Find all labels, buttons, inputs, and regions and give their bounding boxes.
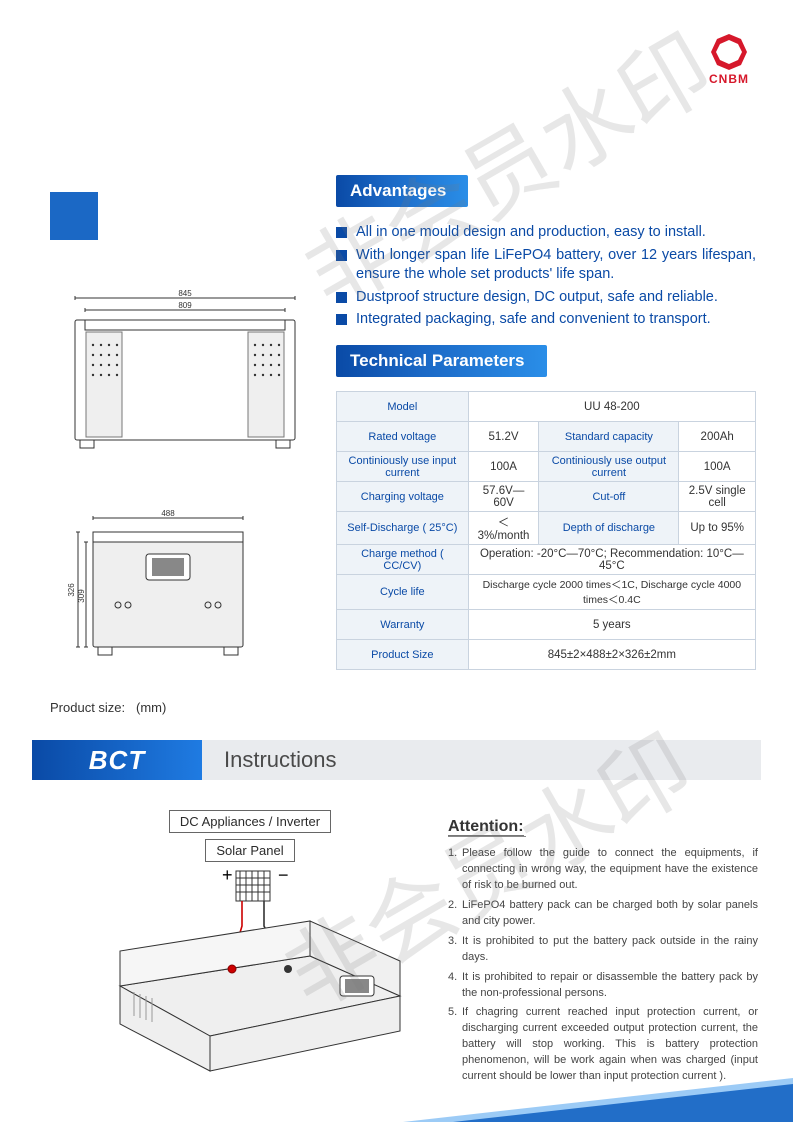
param-value: ＜3%/month bbox=[468, 512, 539, 545]
param-value: 5 years bbox=[468, 610, 755, 640]
attention-item: 4.It is prohibited to repair or disassem… bbox=[462, 970, 758, 1002]
param-label: Product Size bbox=[337, 640, 469, 670]
attention-heading: Attention: bbox=[448, 818, 758, 836]
param-label: Standard capacity bbox=[539, 422, 679, 452]
bct-label: BCT bbox=[32, 740, 202, 780]
param-value: Operation: -20°C—70°C; Recommendation: 1… bbox=[468, 545, 755, 575]
param-value: 100A bbox=[679, 452, 756, 482]
param-label: Rated voltage bbox=[337, 422, 469, 452]
accent-square-icon bbox=[50, 192, 98, 240]
advantage-item: All in one mould design and production, … bbox=[336, 223, 756, 243]
wiring-diagram: DC Appliances / Inverter Solar Panel + − bbox=[80, 810, 420, 1081]
brand-logo: CNBM bbox=[709, 32, 749, 86]
product-size-caption: Product size: (mm) bbox=[50, 700, 166, 715]
param-label: Model bbox=[337, 392, 469, 422]
svg-text:+: + bbox=[222, 866, 233, 885]
footer-accent-icon bbox=[453, 1084, 793, 1122]
param-label: Depth of discharge bbox=[539, 512, 679, 545]
instructions-header-bar: BCT Instructions bbox=[32, 740, 761, 780]
brand-name: CNBM bbox=[709, 72, 749, 86]
attention-item: 5.If chagring current reached input prot… bbox=[462, 1005, 758, 1085]
param-label: Charging voltage bbox=[337, 482, 469, 512]
param-value: 845±2×488±2×326±2mm bbox=[468, 640, 755, 670]
param-label: Continiously use input current bbox=[337, 452, 469, 482]
technical-section: Technical Parameters Model UU 48-200 Rat… bbox=[336, 345, 756, 670]
attention-section: Attention: 1.Please follow the guide to … bbox=[448, 818, 758, 1089]
product-side-diagram: 488 326 309 bbox=[68, 510, 268, 685]
svg-text:488: 488 bbox=[161, 510, 175, 518]
param-label: Warranty bbox=[337, 610, 469, 640]
attention-item: 1.Please follow the guide to connect the… bbox=[462, 846, 758, 894]
param-label: Continiously use output current bbox=[539, 452, 679, 482]
svg-text:309: 309 bbox=[77, 589, 86, 603]
attention-item: 3.It is prohibited to put the battery pa… bbox=[462, 934, 758, 966]
product-front-diagram: 845 809 bbox=[60, 290, 310, 465]
param-value: 2.5V single cell bbox=[679, 482, 756, 512]
advantage-item: Integrated packaging, safe and convenien… bbox=[336, 310, 756, 330]
advantages-heading: Advantages bbox=[336, 175, 468, 207]
param-label: Charge method ( CC/CV) bbox=[337, 545, 469, 575]
attention-item: 2.LiFePO4 battery pack can be charged bo… bbox=[462, 898, 758, 930]
param-label: Self-Discharge ( 25°C) bbox=[337, 512, 469, 545]
advantage-item: Dustproof structure design, DC output, s… bbox=[336, 288, 756, 308]
instructions-label: Instructions bbox=[202, 740, 761, 780]
solar-panel-label: Solar Panel bbox=[205, 839, 294, 862]
svg-text:326: 326 bbox=[68, 583, 76, 597]
technical-heading: Technical Parameters bbox=[336, 345, 547, 377]
param-value: 57.6V—60V bbox=[468, 482, 539, 512]
param-label: Cut-off bbox=[539, 482, 679, 512]
param-value: Discharge cycle 2000 times＜1C, Discharge… bbox=[468, 575, 755, 610]
advantages-section: Advantages All in one mould design and p… bbox=[336, 175, 756, 333]
svg-text:809: 809 bbox=[178, 301, 192, 310]
param-label: Cycle life bbox=[337, 575, 469, 610]
param-value: Up to 95% bbox=[679, 512, 756, 545]
svg-text:−: − bbox=[278, 866, 289, 885]
param-value: UU 48-200 bbox=[468, 392, 755, 422]
svg-text:845: 845 bbox=[178, 290, 192, 298]
param-value: 200Ah bbox=[679, 422, 756, 452]
param-value: 51.2V bbox=[468, 422, 539, 452]
parameters-table: Model UU 48-200 Rated voltage 51.2V Stan… bbox=[336, 391, 756, 670]
dc-appliances-label: DC Appliances / Inverter bbox=[169, 810, 331, 833]
param-value: 100A bbox=[468, 452, 539, 482]
advantage-item: With longer span life LiFePO4 battery, o… bbox=[336, 246, 756, 285]
